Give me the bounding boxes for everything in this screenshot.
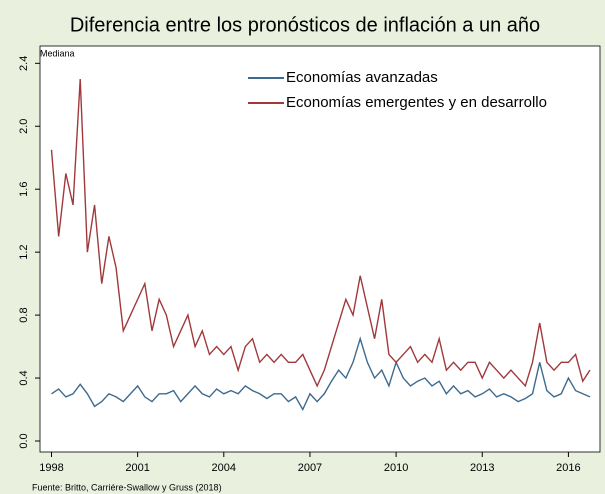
y-tick-label: 1.2 — [18, 244, 30, 259]
chart-title: Diferencia entre los pronósticos de infl… — [70, 14, 540, 36]
x-tick-label: 2010 — [384, 462, 408, 474]
legend-label: Economías avanzadas — [286, 69, 438, 86]
x-tick-label: 2013 — [470, 462, 494, 474]
x-tick-label: 2001 — [125, 462, 149, 474]
y-tick-label: 2.0 — [18, 119, 30, 134]
plot-area — [39, 45, 601, 453]
y-tick-label: 2.4 — [18, 56, 30, 71]
y-tick-label: 1.6 — [18, 182, 30, 197]
x-tick-label: 2016 — [556, 462, 580, 474]
x-tick-label: 1998 — [39, 462, 63, 474]
series-line — [51, 336, 591, 412]
y-tick-label: 0.4 — [18, 370, 30, 385]
y-axis-label: Mediana — [40, 48, 75, 58]
y-tick-label: 0.8 — [18, 307, 30, 322]
source-note: Fuente: Britto, Carriére-Swallow y Gruss… — [32, 482, 222, 492]
legend-label: Economías emergentes y en desarrollo — [286, 94, 547, 111]
x-tick-label: 2004 — [212, 462, 236, 474]
y-tick-label: 0.0 — [18, 433, 30, 448]
series-line — [50, 79, 591, 388]
x-tick-label: 2007 — [298, 462, 322, 474]
